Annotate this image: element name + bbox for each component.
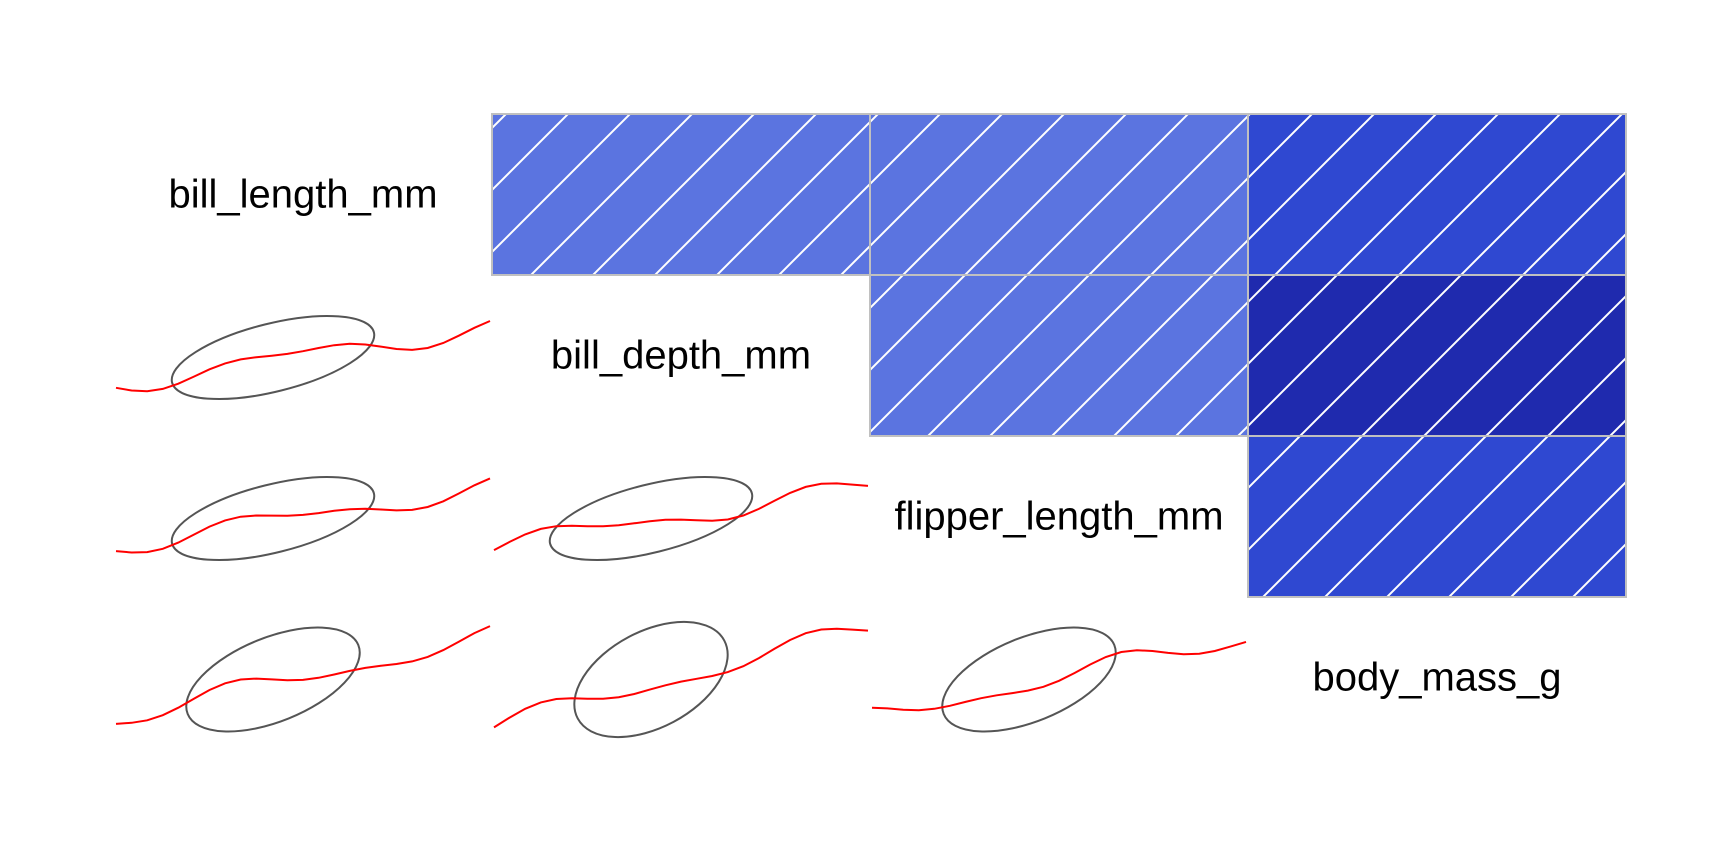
smooth-line	[115, 625, 491, 725]
shade-cell-bill-depth-mm-body-mass-g	[1247, 274, 1627, 437]
shade-hatch	[492, 114, 870, 275]
shade-hatch	[870, 114, 1248, 275]
variable-labels: bill_length_mm bill_depth_mm flipper_lengt…	[168, 173, 1561, 700]
smooth-line	[493, 627, 869, 729]
ellipse-cell-body-mass-g-bill-length-mm	[115, 625, 491, 733]
shade-cell-bill-length-mm-flipper-length-mm	[869, 113, 1249, 276]
ellipse-cell-bill-depth-mm-bill-length-mm	[115, 315, 491, 400]
correlation-ellipse	[170, 476, 376, 561]
smooth-line	[115, 477, 491, 554]
shade-hatch	[1248, 275, 1626, 436]
matrix-cells	[115, 113, 1627, 739]
smooth-line	[871, 640, 1247, 712]
shade-cell-flipper-length-mm-body-mass-g	[1247, 435, 1627, 598]
correlation-ellipse	[185, 626, 361, 733]
correlation-ellipse	[941, 626, 1117, 733]
shade-border	[1247, 435, 1627, 598]
correlation-ellipse	[548, 476, 754, 561]
shade-cell-bill-length-mm-bill-depth-mm	[491, 113, 871, 276]
diag-label-flipper-length-mm: flipper_length_mm	[894, 495, 1223, 539]
ellipse-cell-flipper-length-mm-bill-depth-mm	[493, 476, 869, 561]
diag-label-bill-depth-mm: bill_depth_mm	[551, 334, 811, 378]
ellipse-cell-body-mass-g-bill-depth-mm	[493, 620, 869, 739]
ellipse-cell-body-mass-g-flipper-length-mm	[871, 626, 1247, 733]
diag-label-body-mass-g: body_mass_g	[1312, 656, 1561, 700]
shade-hatch	[1248, 436, 1626, 597]
shade-hatch	[1248, 114, 1626, 275]
ellipse-cell-flipper-length-mm-bill-length-mm	[115, 476, 491, 561]
diag-label-bill-length-mm: bill_length_mm	[168, 173, 437, 217]
correlation-ellipse	[170, 315, 376, 400]
smooth-line	[115, 320, 491, 393]
correlation-ellipse	[573, 620, 729, 739]
shade-cell-bill-depth-mm-flipper-length-mm	[869, 274, 1249, 437]
shade-cell-bill-length-mm-body-mass-g	[1247, 113, 1627, 276]
shade-hatch	[870, 275, 1248, 436]
smooth-line	[493, 482, 869, 551]
